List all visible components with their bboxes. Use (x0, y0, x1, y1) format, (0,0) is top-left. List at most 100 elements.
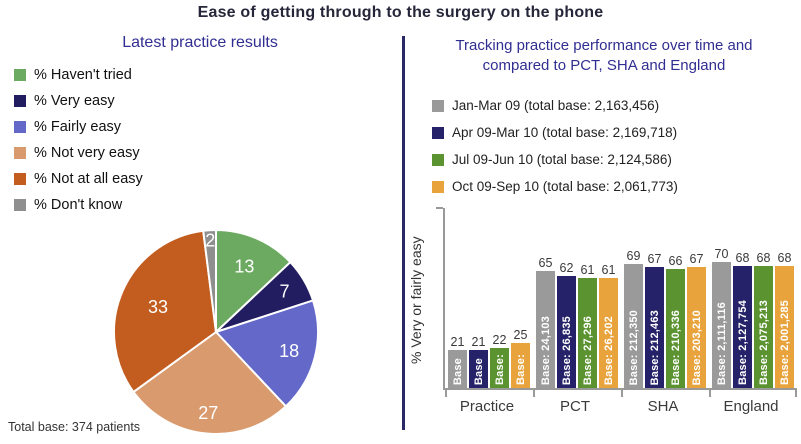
legend-label: % Very easy (34, 93, 115, 109)
bar: Base: 2,111,116 (712, 262, 731, 388)
pie-slice (214, 299, 319, 408)
bar: Base: (511, 343, 530, 388)
x-axis-tick (709, 390, 711, 397)
bar-value-label: 69 (626, 248, 641, 263)
legend-swatch (432, 153, 444, 166)
bar-value-label: 21 (450, 334, 465, 349)
x-axis-tick (533, 390, 535, 397)
bar-column: 21 Base (469, 208, 488, 388)
legend-label: Jul 09-Jun 10 (total base: 2,124,586) (452, 152, 672, 167)
legend-item: % Not at all easy (14, 166, 143, 192)
bar: Base: 2,075,213 (754, 266, 773, 388)
bar-column: 68 Base: 2,001,285 (775, 208, 794, 388)
bar: Base: 212,350 (624, 264, 643, 388)
bar-value-label: 70 (714, 246, 729, 261)
bar-base-label: Base: 212,463 (648, 309, 661, 385)
bar-base-label: Base: (514, 354, 527, 385)
bar-base-label: Base (472, 357, 485, 385)
bar-value-label: 68 (777, 250, 792, 265)
y-axis-label: % Very or fairly easy (408, 236, 424, 364)
legend-item: % Don't know (14, 192, 143, 218)
bar-column: 67 Base: 212,463 (645, 208, 664, 388)
bar: Base: 210,336 (666, 269, 685, 388)
legend-label: % Fairly easy (34, 119, 122, 135)
legend-swatch (14, 199, 26, 211)
bar-value-label: 22 (492, 332, 507, 347)
bar-panel-title: Tracking practice performance over time … (410, 36, 798, 75)
legend-swatch (432, 99, 444, 112)
category-label: Practice (459, 398, 515, 415)
bar: Base (448, 350, 467, 388)
bar: Base: 203,210 (687, 267, 706, 388)
pie-slice-label: 13 (234, 257, 254, 277)
bar-value-label: 68 (735, 250, 750, 265)
legend-swatch (14, 173, 26, 185)
pie-slice (215, 228, 292, 335)
bar-column: 22 Base: (490, 208, 509, 388)
pie-slice-label: 18 (279, 341, 299, 361)
legend-swatch (14, 147, 26, 159)
bar-column: 68 Base: 2,075,213 (754, 208, 773, 388)
category-label: PCT (560, 398, 590, 415)
bar-base-label: Base: 203,210 (690, 309, 703, 385)
bar-group: 65 Base: 24,103 62 Base: 26,835 61 Base: 27,2… (533, 208, 621, 388)
bar-column: 25 Base: (511, 208, 530, 388)
pie-slice (202, 228, 217, 333)
bar: Base: 27,296 (578, 278, 597, 388)
pie-chart: 13 7 18 27 33 2 (113, 228, 319, 435)
bar-group: 21 Base 21 Base 22 Base: 25 Base: (445, 208, 533, 388)
bar-column: 69 Base: 212,350 (624, 208, 643, 388)
bar: Base: 24,103 (536, 271, 555, 388)
bar-base-label: Base: (493, 354, 506, 385)
bar-base-label: Base: 26,835 (560, 315, 573, 385)
bar-value-label: 61 (601, 262, 616, 277)
legend-swatch (14, 69, 26, 81)
bar-base-label: Base: 210,336 (669, 309, 682, 385)
bar-base-label: Base: 212,350 (627, 309, 640, 385)
bar-group: 70 Base: 2,111,116 68 Base: 2,127,754 68 Base… (709, 208, 797, 388)
bar-column: 66 Base: 210,336 (666, 208, 685, 388)
legend-label: % Don't know (34, 197, 123, 213)
bar: Base: 26,202 (599, 278, 618, 388)
legend-swatch (14, 121, 26, 133)
x-axis-tick (445, 390, 447, 397)
category-label: SHA (647, 398, 679, 415)
x-axis-tick (621, 390, 623, 397)
pie-slice-label: 2 (205, 230, 215, 250)
category-label: England (723, 398, 779, 415)
legend-item: % Not very easy (14, 140, 143, 166)
legend-label: Oct 09-Sep 10 (total base: 2,061,773) (452, 179, 678, 194)
pie-legend: % Haven't tried % Very easy % Fairly easy%… (14, 62, 143, 218)
bar-value-label: 61 (580, 262, 595, 277)
bar-value-label: 25 (513, 327, 528, 342)
bar-panel: Tracking practice performance over time … (405, 28, 801, 444)
legend-item: % Haven't tried (14, 62, 143, 88)
bar-value-label: 67 (647, 251, 662, 266)
legend-label: % Not at all easy (34, 171, 143, 187)
bar-plot-area: 21 Base 21 Base 22 Base: 25 Base: 65 Base: 24,103… (436, 207, 797, 397)
bar-base-label: Base: 26,202 (602, 315, 615, 385)
legend-item: Jan-Mar 09 (total base: 2,163,456) (432, 92, 678, 119)
bar: Base: 2,001,285 (775, 266, 794, 388)
legend-item: % Fairly easy (14, 114, 143, 140)
bar-base-label: Base: 24,103 (539, 315, 552, 385)
category-axis-labels: Practice PCT SHA England (443, 398, 795, 415)
total-base-footnote: Total base: 374 patients (8, 420, 141, 434)
bar: Base: 26,835 (557, 276, 576, 388)
bar: Base: 212,463 (645, 267, 664, 388)
bar: Base: 2,127,754 (733, 266, 752, 388)
bar-base-label: Base: 2,075,213 (757, 300, 770, 385)
panel-divider (402, 36, 405, 430)
bar-column: 70 Base: 2,111,116 (712, 208, 731, 388)
legend-swatch (432, 180, 444, 193)
bar-column: 61 Base: 26,202 (599, 208, 618, 388)
legend-label: Apr 09-Mar 10 (total base: 2,169,718) (452, 125, 678, 140)
bar-base-label: Base: 2,127,754 (736, 300, 749, 385)
pie-slice-label: 33 (148, 297, 168, 317)
bar-value-label: 66 (668, 253, 683, 268)
bar-group: 69 Base: 212,350 67 Base: 212,463 66 Base: 21… (621, 208, 709, 388)
pie-slice-label: 7 (279, 282, 289, 302)
bar-column: 61 Base: 27,296 (578, 208, 597, 388)
legend-label: % Haven't tried (34, 67, 132, 83)
